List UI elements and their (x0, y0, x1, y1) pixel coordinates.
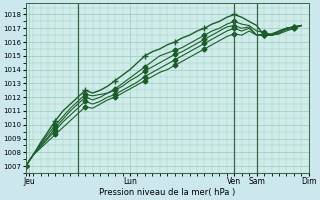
X-axis label: Pression niveau de la mer( hPa ): Pression niveau de la mer( hPa ) (99, 188, 235, 197)
